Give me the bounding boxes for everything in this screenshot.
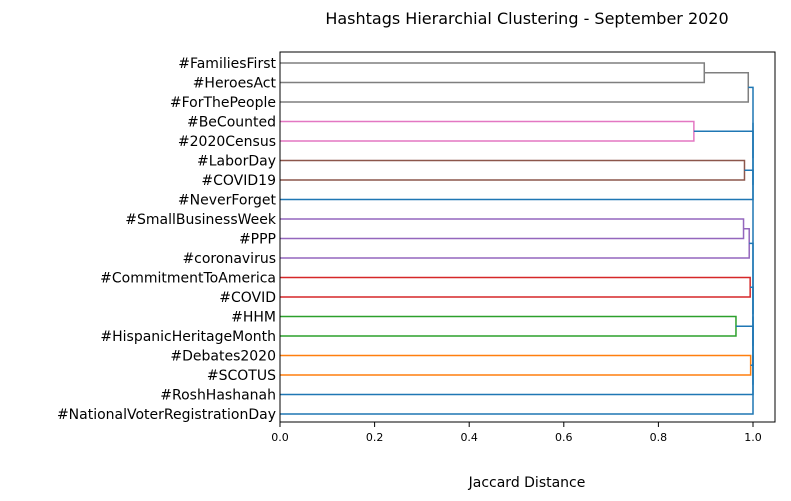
leaf-label-scotus: #SCOTUS xyxy=(207,368,276,384)
x-tick-label: 1.0 xyxy=(744,431,762,444)
link-r1 xyxy=(280,276,751,298)
link-g1 xyxy=(280,62,706,84)
leaf-label-debates2020: #Debates2020 xyxy=(170,349,276,365)
leaf-label-commitmenttoamerica: #CommitmentToAmerica xyxy=(100,271,276,287)
leaf-label-ppp: #PPP xyxy=(239,232,276,248)
x-tick-label: 0.6 xyxy=(555,431,573,444)
link-o1 xyxy=(280,354,752,376)
link-g2 xyxy=(280,72,750,103)
leaf-label-forthepeople: #ForThePeople xyxy=(170,95,276,111)
leaf-label-laborday: #LaborDay xyxy=(197,154,276,170)
x-axis-ticks: 0.0 0.2 0.4 0.6 0.8 1.0 xyxy=(271,422,762,444)
link-b7 xyxy=(280,355,754,415)
chart-title: Hashtags Hierarchial Clustering - Septem… xyxy=(325,9,728,28)
leaf-label-heroesact: #HeroesAct xyxy=(193,76,277,92)
link-gr1 xyxy=(280,315,737,337)
leaf-label-hhm: #HHM xyxy=(231,310,276,326)
leaf-label-covid19: #COVID19 xyxy=(201,173,276,189)
x-axis-label: Jaccard Distance xyxy=(468,475,586,491)
leaf-labels: #FamiliesFirst #HeroesAct #ForThePeople #Be… xyxy=(57,56,277,423)
link-pu1 xyxy=(280,218,745,240)
x-tick-label: 0.2 xyxy=(366,431,384,444)
x-tick-label: 0.4 xyxy=(460,431,478,444)
link-p1 xyxy=(280,120,695,142)
leaf-label-roshhashanah: #RoshHashanah xyxy=(160,388,276,404)
leaf-label-covid: #COVID xyxy=(219,290,276,306)
leaf-label-smallbusinessweek: #SmallBusinessWeek xyxy=(125,212,277,228)
leaf-label-2020census: #2020Census xyxy=(178,134,276,150)
plot-frame xyxy=(279,51,776,423)
leaf-label-coronavirus: #coronavirus xyxy=(182,251,276,267)
leaf-label-hispanicheritagemonth: #HispanicHeritageMonth xyxy=(100,329,276,345)
leaf-label-becounted: #BeCounted xyxy=(187,115,276,131)
dendrogram-links xyxy=(280,62,754,415)
link-b1 xyxy=(280,169,754,201)
x-tick-label: 0.0 xyxy=(271,431,289,444)
link-br1 xyxy=(280,159,746,181)
leaf-label-nationalvoterregistrationday: #NationalVoterRegistrationDay xyxy=(57,407,276,423)
link-pu2 xyxy=(280,228,750,259)
x-tick-label: 0.8 xyxy=(650,431,668,444)
leaf-label-familiesfirst: #FamiliesFirst xyxy=(178,56,276,72)
leaf-label-neverforget: #NeverForget xyxy=(178,193,277,209)
